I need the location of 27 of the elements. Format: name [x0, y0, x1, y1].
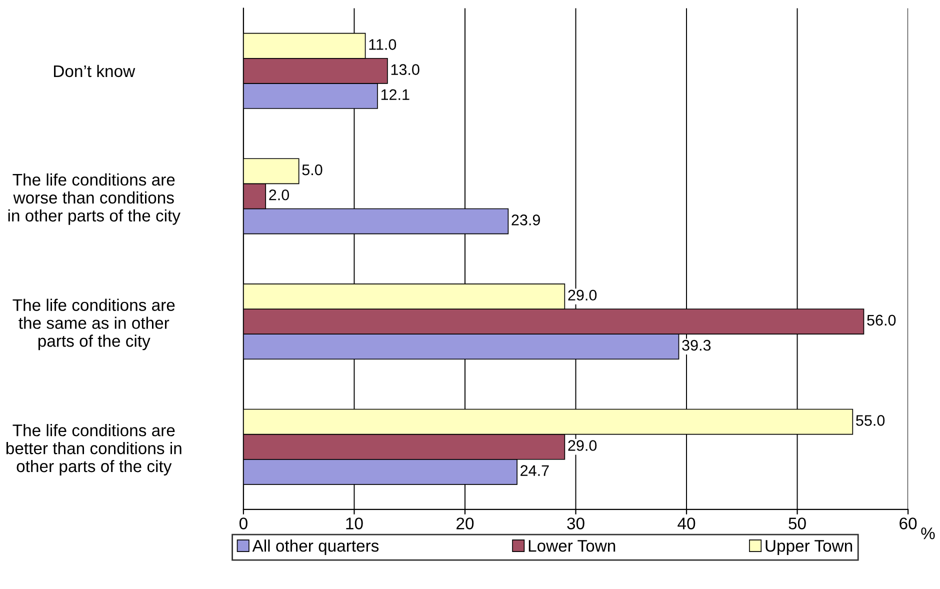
x-tick-label: 0	[239, 518, 248, 530]
y-tick-label: The life conditions are better than conditions in other parts of the city	[6, 424, 182, 476]
x-tick-label: 30	[567, 518, 584, 530]
x-tick-label: 40	[678, 518, 696, 530]
x-axis-title: %	[921, 528, 935, 540]
data-label: 5.0	[302, 164, 322, 176]
legend-label: All other quarters	[252, 540, 379, 556]
x-tick-label: 50	[788, 518, 806, 530]
data-label: 56.0	[867, 314, 896, 326]
y-tick-label: The life conditions are worse than conditions in other parts of the city	[8, 173, 180, 225]
data-label: 24.7	[520, 465, 549, 476]
x-tick-label: 60	[900, 518, 917, 530]
data-label: 39.3	[682, 340, 711, 351]
data-label: 11.0	[369, 39, 396, 50]
data-label: 55.0	[856, 415, 885, 426]
data-label: 13.0	[391, 64, 420, 75]
data-label: 29.0	[568, 290, 597, 301]
y-tick-label: The life conditions are the same as in other parts of the city	[12, 298, 175, 350]
x-tick-label: 20	[456, 518, 474, 530]
legend-label: Upper Town	[766, 540, 852, 556]
data-label: 23.9	[512, 214, 540, 226]
x-tick-label: 10	[346, 518, 363, 530]
data-label: 29.0	[568, 440, 597, 451]
data-label: 12.1	[381, 89, 410, 100]
y-tick-label: Don’t know	[54, 64, 136, 78]
legend-label: Lower Town	[528, 540, 616, 552]
data-label: 2.0	[269, 189, 290, 200]
